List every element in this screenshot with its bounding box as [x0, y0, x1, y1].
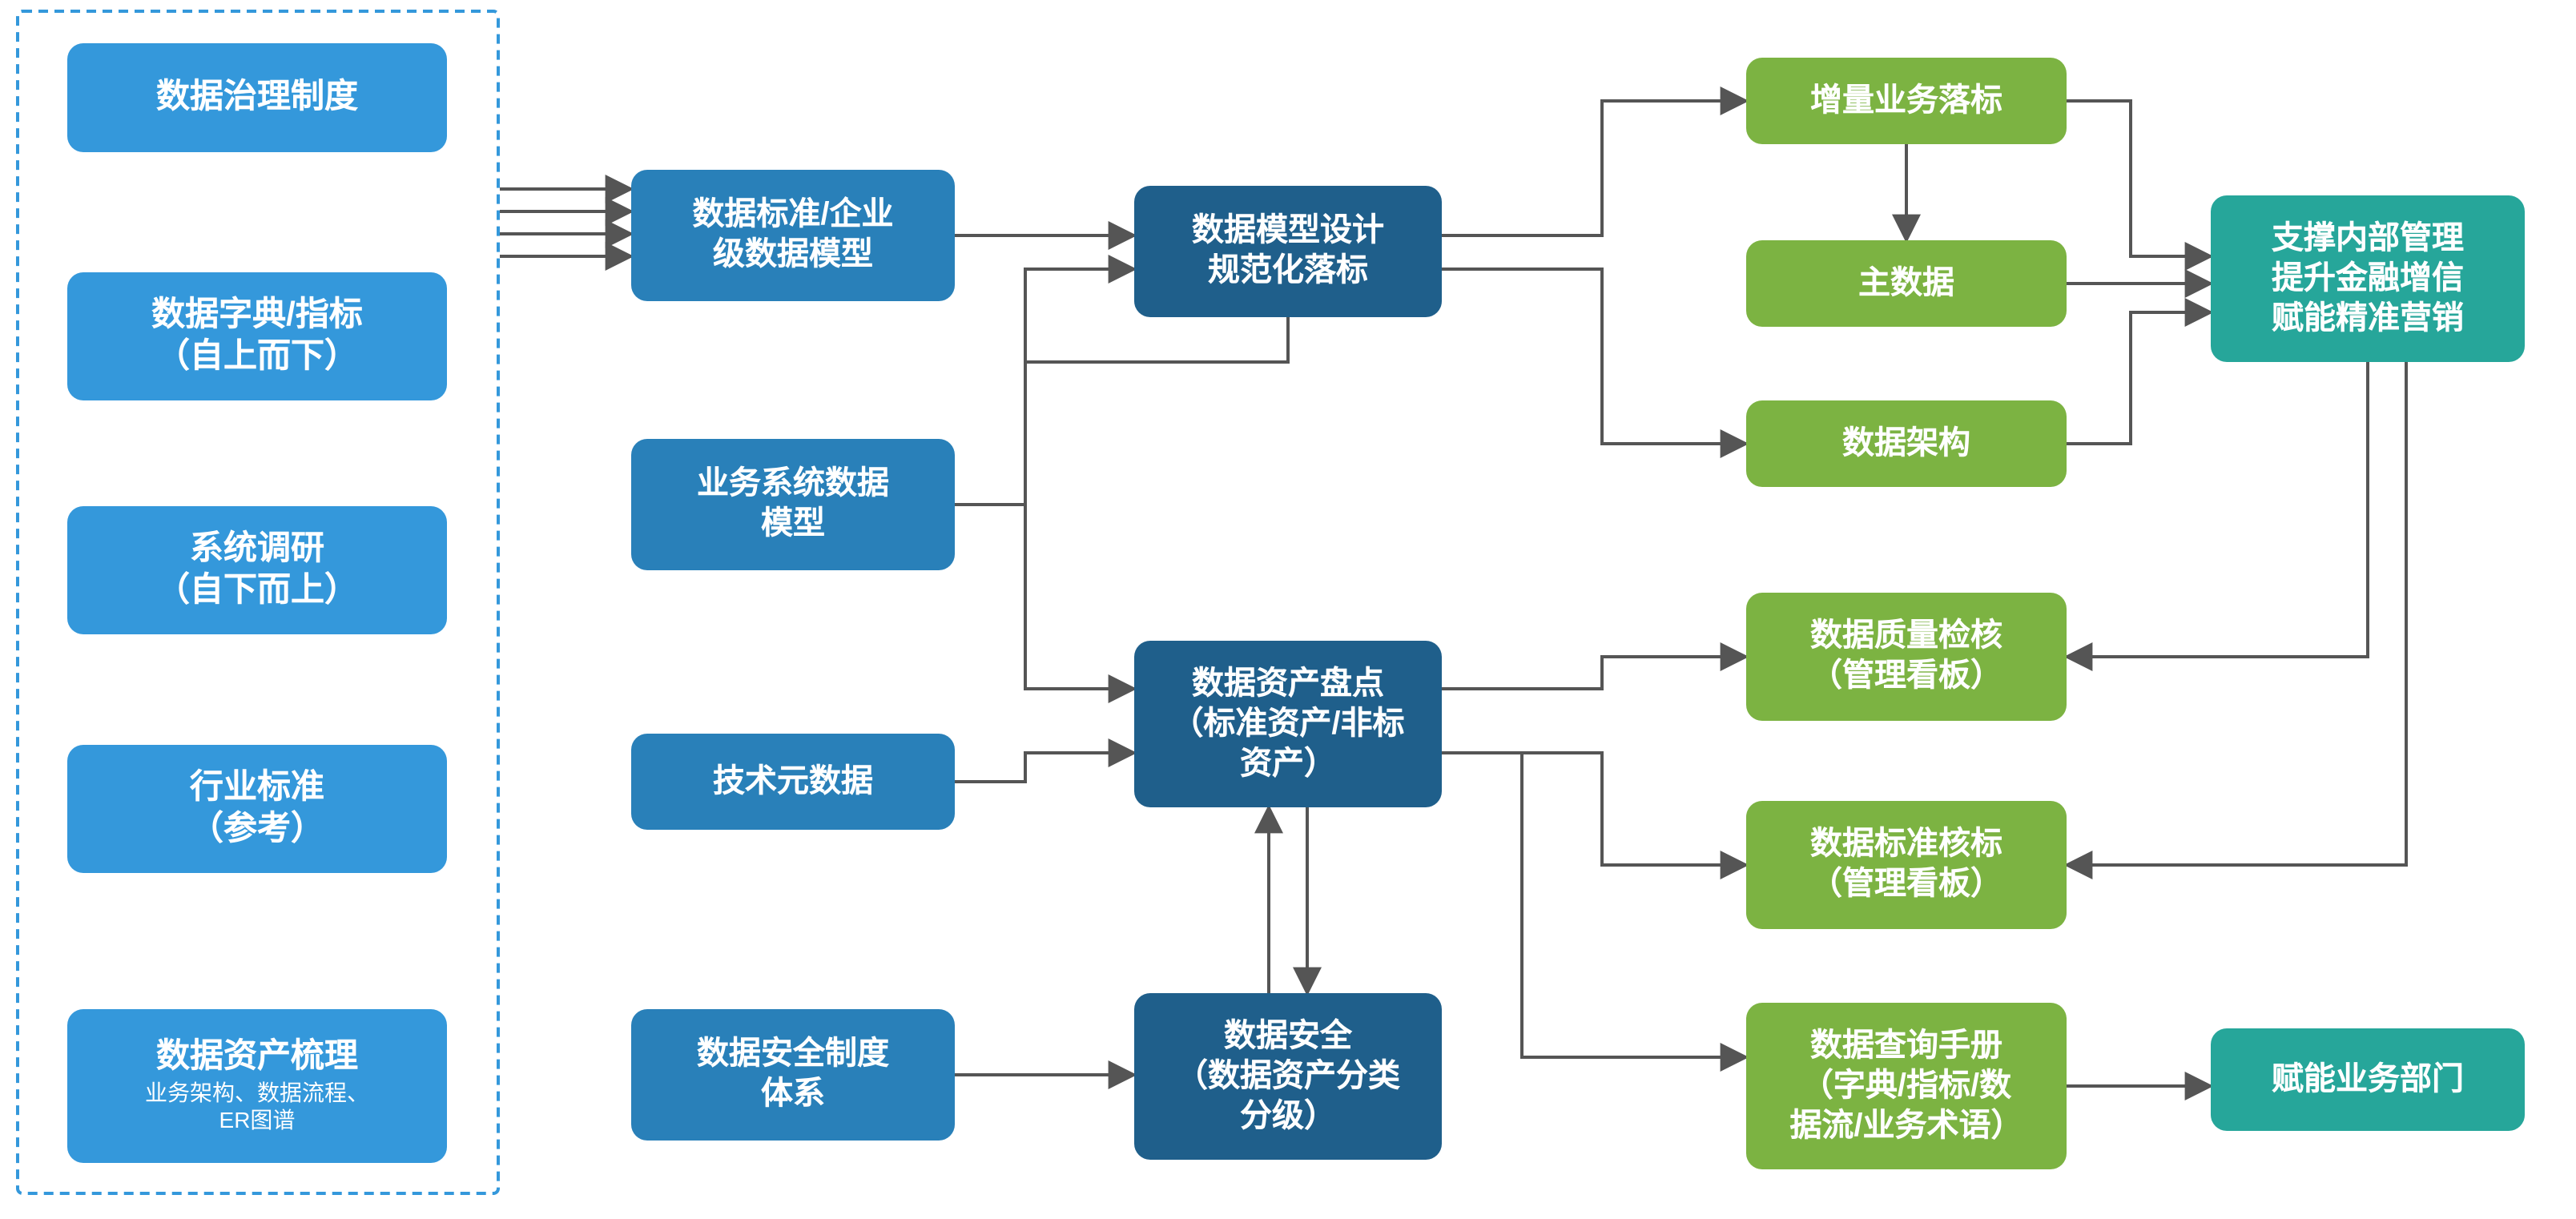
edge: [1442, 101, 1746, 235]
node-E1: 支撑内部管理提升金融增信赋能精准营销: [2211, 195, 2525, 362]
node-line: 体系: [761, 1075, 825, 1115]
node-line: 模型: [761, 505, 825, 545]
node-line: 系统调研: [190, 529, 324, 571]
node-line: 数据模型设计: [1192, 211, 1384, 251]
node-B4: 数据安全制度体系: [631, 1009, 955, 1141]
edge: [955, 269, 1134, 505]
node-D2: 主数据: [1746, 240, 2067, 327]
node-D3: 数据架构: [1746, 400, 2067, 487]
node-C3: 数据安全（数据资产分类分级）: [1134, 993, 1442, 1160]
edge: [2067, 362, 2406, 865]
node-B3: 技术元数据: [631, 734, 955, 830]
node-line: 数据安全制度: [697, 1035, 889, 1075]
node-A4: 行业标准（参考）: [67, 745, 447, 873]
node-B1: 数据标准/企业级数据模型: [631, 170, 955, 301]
node-B2: 业务系统数据模型: [631, 439, 955, 570]
node-D6: 数据查询手册（字典/指标/数据流/业务术语）: [1746, 1003, 2067, 1169]
edge: [1442, 657, 1746, 689]
node-line: 数据安全: [1224, 1016, 1352, 1056]
node-line: 支撑内部管理: [2272, 219, 2464, 259]
edge: [1442, 753, 1746, 1057]
node-line: 级数据模型: [713, 235, 873, 276]
node-C1: 数据模型设计规范化落标: [1134, 186, 1442, 317]
node-line: 规范化落标: [1208, 251, 1368, 292]
node-E2: 赋能业务部门: [2211, 1028, 2525, 1131]
node-line: 提升金融增信: [2272, 259, 2464, 299]
edge: [1025, 317, 1288, 689]
node-line: （数据资产分类: [1176, 1056, 1400, 1096]
node-C2: 数据资产盘点（标准资产/非标资产）: [1134, 641, 1442, 807]
node-line: （管理看板）: [1810, 865, 2002, 905]
node-line: 分级）: [1240, 1096, 1336, 1137]
node-line: 增量业务落标: [1810, 81, 2002, 121]
node-line: （标准资产/非标: [1171, 704, 1404, 744]
node-D5: 数据标准核标（管理看板）: [1746, 801, 2067, 929]
node-subline: 业务架构、数据流程、: [145, 1079, 369, 1107]
node-line: 数据字典/指标: [151, 295, 363, 337]
edge: [2067, 312, 2211, 444]
node-D1: 增量业务落标: [1746, 58, 2067, 144]
node-A1: 数据治理制度: [67, 43, 447, 152]
node-line: 数据资产盘点: [1192, 664, 1384, 704]
node-D4: 数据质量检核（管理看板）: [1746, 593, 2067, 721]
node-A5: 数据资产梳理业务架构、数据流程、ER图谱: [67, 1009, 447, 1163]
node-line: 数据资产梳理: [156, 1037, 358, 1080]
node-line: 数据质量检核: [1810, 617, 2002, 657]
edge: [2067, 101, 2211, 256]
node-line: （管理看板）: [1810, 657, 2002, 697]
edge: [1442, 269, 1746, 444]
node-A3: 系统调研（自下而上）: [67, 506, 447, 634]
node-line: 据流/业务术语）: [1789, 1106, 2023, 1146]
node-line: （参考）: [190, 809, 324, 851]
node-line: 主数据: [1858, 264, 1954, 304]
node-line: 数据治理制度: [156, 77, 358, 119]
node-line: （自上而下）: [156, 336, 358, 379]
node-line: 资产）: [1240, 744, 1336, 784]
edge: [955, 505, 1134, 689]
flowchart-canvas: 数据治理制度数据字典/指标（自上而下）系统调研（自下而上）行业标准（参考）数据资…: [0, 0, 2576, 1219]
node-line: 数据标准核标: [1810, 825, 2002, 865]
node-A2: 数据字典/指标（自上而下）: [67, 272, 447, 400]
node-line: 赋能精准营销: [2272, 299, 2464, 339]
node-line: 数据架构: [1842, 424, 1970, 464]
node-line: 数据标准/企业: [692, 195, 893, 235]
edge: [1442, 753, 1746, 865]
node-line: 行业标准: [190, 767, 324, 810]
node-line: （自下而上）: [156, 570, 358, 613]
node-subline: ER图谱: [219, 1107, 296, 1135]
edge: [955, 753, 1134, 782]
node-line: 技术元数据: [713, 762, 873, 802]
node-line: 业务系统数据: [697, 465, 889, 505]
node-line: 赋能业务部门: [2272, 1060, 2464, 1100]
node-line: 数据查询手册: [1810, 1026, 2002, 1066]
node-line: （字典/指标/数: [1801, 1066, 2011, 1106]
edge: [2067, 362, 2368, 657]
